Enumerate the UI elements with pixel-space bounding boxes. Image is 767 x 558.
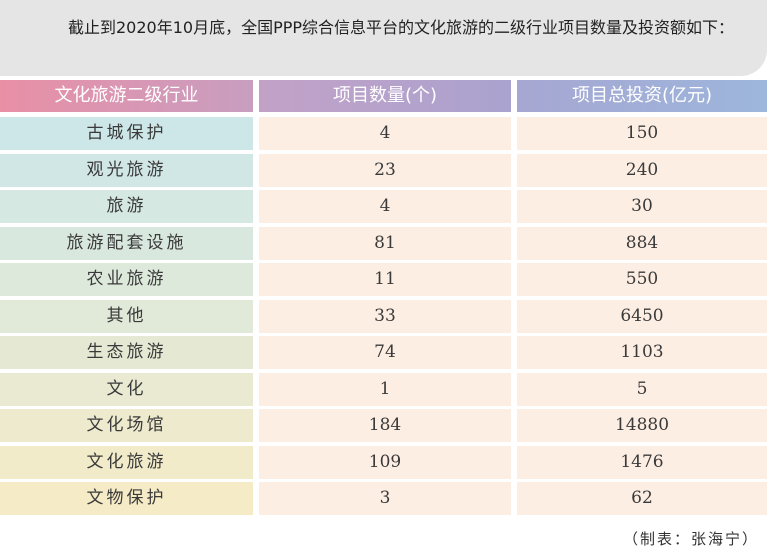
cell-count: 23: [259, 153, 511, 187]
credit-note: （制表：张海宁）: [622, 530, 759, 548]
cell-count: 184: [259, 409, 511, 442]
cell-investment: 1476: [517, 445, 767, 479]
cell-industry: 旅游配套设施: [0, 226, 253, 260]
cell-count: 74: [259, 336, 511, 369]
cell-investment: 6450: [517, 299, 767, 333]
column-header-investment: 项目总投资(亿元): [517, 80, 767, 112]
cell-count: 109: [259, 445, 511, 479]
table-row: 古城保护 4 150: [0, 117, 767, 150]
cell-industry: 文化旅游: [0, 445, 253, 479]
cell-industry: 农业旅游: [0, 263, 253, 296]
cell-count: 4: [259, 117, 511, 150]
cell-investment: 550: [517, 263, 767, 296]
intro-panel: 截止到2020年10月底，全国PPP综合信息平台的文化旅游的二级行业项目数量及投…: [0, 0, 767, 76]
cell-investment: 62: [517, 482, 767, 515]
table-row: 观光旅游 23 240: [0, 153, 767, 187]
table-row: 旅游配套设施 81 884: [0, 226, 767, 260]
cell-industry: 观光旅游: [0, 153, 253, 187]
cell-investment: 884: [517, 226, 767, 260]
cell-investment: 150: [517, 117, 767, 150]
cell-industry: 其他: [0, 299, 253, 333]
table-row: 其他 33 6450: [0, 299, 767, 333]
cell-count: 1: [259, 372, 511, 406]
table-row: 旅游 4 30: [0, 190, 767, 223]
table-row: 生态旅游 74 1103: [0, 336, 767, 369]
cell-investment: 240: [517, 153, 767, 187]
cell-investment: 5: [517, 372, 767, 406]
cell-industry: 文化场馆: [0, 409, 253, 442]
table-row: 文化旅游 109 1476: [0, 445, 767, 479]
table-row: 文物保护 3 62: [0, 482, 767, 515]
cell-investment: 14880: [517, 409, 767, 442]
cell-investment: 1103: [517, 336, 767, 369]
cell-industry: 古城保护: [0, 117, 253, 150]
column-header-count: 项目数量(个): [259, 80, 511, 112]
table-row: 农业旅游 11 550: [0, 263, 767, 296]
cell-industry: 生态旅游: [0, 336, 253, 369]
cell-industry: 文物保护: [0, 482, 253, 515]
cell-count: 81: [259, 226, 511, 260]
intro-text: 截止到2020年10月底，全国PPP综合信息平台的文化旅游的二级行业项目数量及投…: [68, 18, 735, 37]
cell-count: 11: [259, 263, 511, 296]
cell-industry: 文化: [0, 372, 253, 406]
table-row: 文化场馆 184 14880: [0, 409, 767, 442]
table-row: 文化 1 5: [0, 372, 767, 406]
cell-count: 3: [259, 482, 511, 515]
cell-industry: 旅游: [0, 190, 253, 223]
cell-investment: 30: [517, 190, 767, 223]
cell-count: 33: [259, 299, 511, 333]
cell-count: 4: [259, 190, 511, 223]
column-header-industry: 文化旅游二级行业: [0, 80, 253, 112]
